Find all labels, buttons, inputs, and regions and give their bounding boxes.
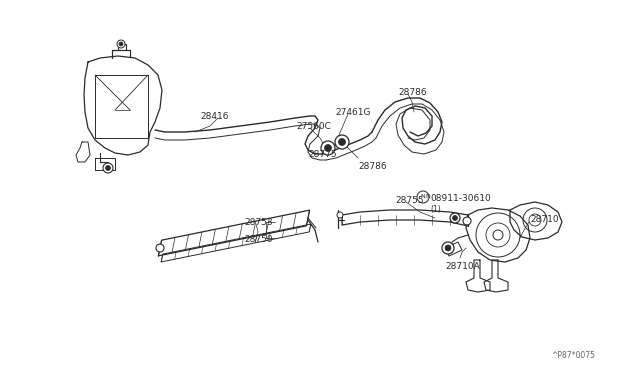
Circle shape xyxy=(493,230,503,240)
Circle shape xyxy=(156,244,164,252)
Polygon shape xyxy=(342,210,468,226)
Text: N: N xyxy=(425,195,429,199)
Text: 28710A: 28710A xyxy=(445,262,480,271)
Circle shape xyxy=(452,215,458,221)
Circle shape xyxy=(103,163,113,173)
Circle shape xyxy=(450,213,460,223)
Text: 08911-30610: 08911-30610 xyxy=(430,194,491,203)
Circle shape xyxy=(335,135,349,149)
Circle shape xyxy=(321,141,335,155)
Text: 28753: 28753 xyxy=(244,218,273,227)
Text: 28710: 28710 xyxy=(530,215,559,224)
Text: N: N xyxy=(420,195,426,199)
Text: 27560C: 27560C xyxy=(296,122,331,131)
Text: 28416: 28416 xyxy=(200,112,228,121)
Text: 28786: 28786 xyxy=(358,162,387,171)
Polygon shape xyxy=(84,56,162,155)
Circle shape xyxy=(117,40,125,48)
Text: 28755: 28755 xyxy=(395,196,424,205)
Text: ^P87*0075: ^P87*0075 xyxy=(551,351,595,360)
Circle shape xyxy=(106,166,111,170)
Polygon shape xyxy=(95,158,115,170)
Polygon shape xyxy=(76,142,90,162)
Polygon shape xyxy=(484,260,508,292)
Circle shape xyxy=(463,217,471,225)
Polygon shape xyxy=(445,242,462,256)
Polygon shape xyxy=(510,202,562,240)
Text: (1): (1) xyxy=(430,205,441,214)
Circle shape xyxy=(339,138,346,145)
Text: 28750: 28750 xyxy=(244,235,273,244)
Circle shape xyxy=(337,212,343,218)
Text: 28775: 28775 xyxy=(308,150,337,159)
Circle shape xyxy=(442,242,454,254)
Circle shape xyxy=(445,245,451,251)
Polygon shape xyxy=(159,210,310,256)
Text: 28786: 28786 xyxy=(398,88,427,97)
Text: 27461G: 27461G xyxy=(335,108,371,117)
Polygon shape xyxy=(466,260,490,292)
Circle shape xyxy=(324,144,332,151)
Circle shape xyxy=(119,42,123,46)
Polygon shape xyxy=(466,208,530,262)
Polygon shape xyxy=(161,224,311,262)
